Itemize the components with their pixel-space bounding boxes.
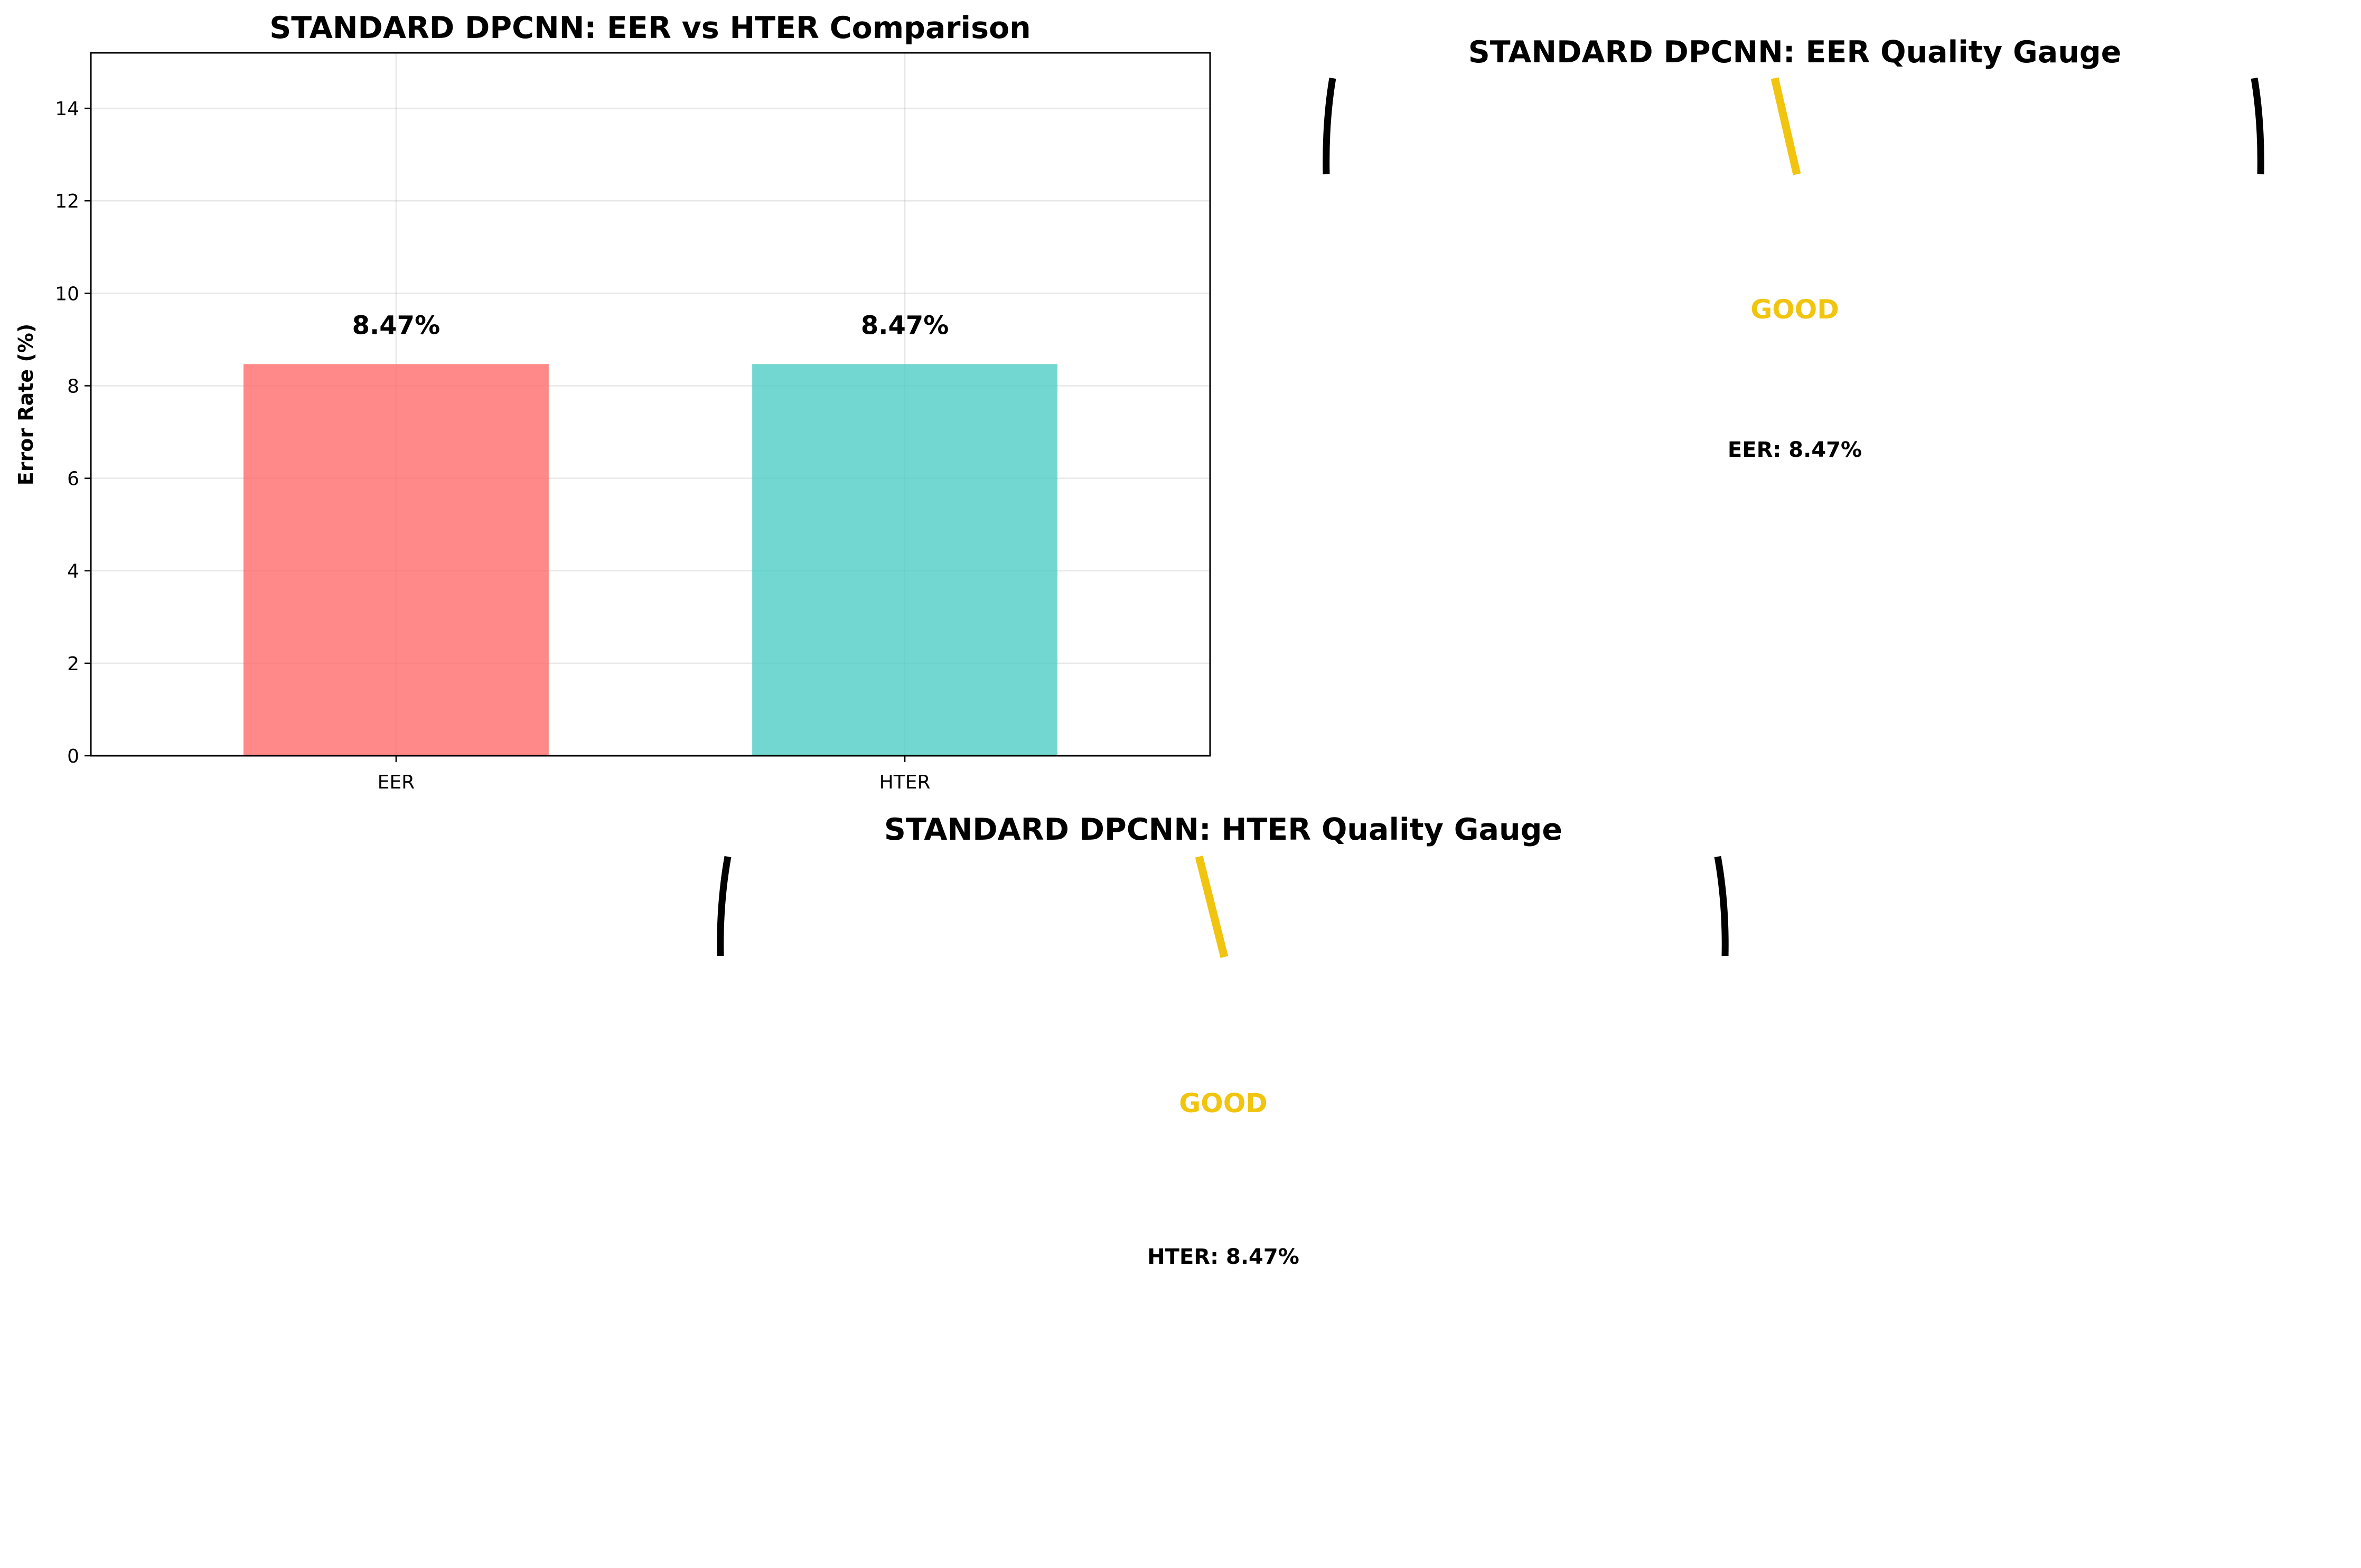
eer-gauge-title: STANDARD DPCNN: EER Quality Gauge	[1468, 35, 2122, 70]
hter-gauge-status: GOOD	[1179, 1088, 1268, 1119]
bar-chart-y-axis-label: Error Rate (%)	[14, 324, 38, 485]
bar-chart-axes-frame	[90, 52, 1211, 757]
x-tick-label: HTER	[879, 772, 931, 793]
eer-gauge-panel: STANDARD DPCNN: EER Quality Gauge GOOD E…	[1323, 35, 2264, 462]
eer-gauge-needle	[1770, 77, 1801, 175]
y-tick-label: 4	[67, 561, 79, 583]
y-tick-label: 2	[67, 653, 79, 675]
hter-gauge-title: STANDARD DPCNN: HTER Quality Gauge	[884, 812, 1562, 847]
y-tick-label: 8	[67, 375, 79, 397]
bar-chart-bars	[243, 364, 1058, 756]
hter-gauge-needle	[1195, 856, 1229, 958]
bar-chart-value-labels: 8.47% 8.47%	[352, 311, 949, 340]
bar-value-label: 8.47%	[861, 311, 949, 340]
y-tick-label: 10	[55, 283, 79, 305]
y-tick-label: 14	[55, 98, 79, 120]
bar-value-label: 8.47%	[352, 311, 441, 340]
bar-chart-panel: 0 2 4 6 8 10 12 14 EER HTER 8.47% 8.47% STANDARD …	[14, 11, 1211, 793]
bar-chart-title: STANDARD DPCNN: EER vs HTER Comparison	[269, 11, 1031, 45]
hter-gauge-arc-right	[1714, 856, 1729, 956]
y-tick-label: 6	[67, 468, 79, 490]
bar-chart-x-ticks: EER HTER	[378, 756, 931, 793]
hter-gauge-arc-left	[717, 856, 732, 956]
hter-gauge-panel: STANDARD DPCNN: HTER Quality Gauge GOOD …	[717, 812, 1729, 1269]
eer-gauge-value-label: EER: 8.47%	[1728, 438, 1862, 462]
eer-gauge-arc-left	[1323, 77, 1336, 175]
bar-chart-y-ticks: 0 2 4 6 8 10 12 14	[55, 98, 91, 767]
y-tick-label: 12	[55, 191, 79, 212]
y-tick-label: 0	[67, 746, 79, 767]
eer-gauge-arc-right	[2251, 77, 2264, 175]
x-tick-label: EER	[378, 772, 415, 793]
bar-hter	[752, 364, 1058, 756]
bar-eer	[243, 364, 549, 756]
hter-gauge-value-label: HTER: 8.47%	[1147, 1245, 1299, 1269]
eer-gauge-status: GOOD	[1750, 294, 1839, 325]
